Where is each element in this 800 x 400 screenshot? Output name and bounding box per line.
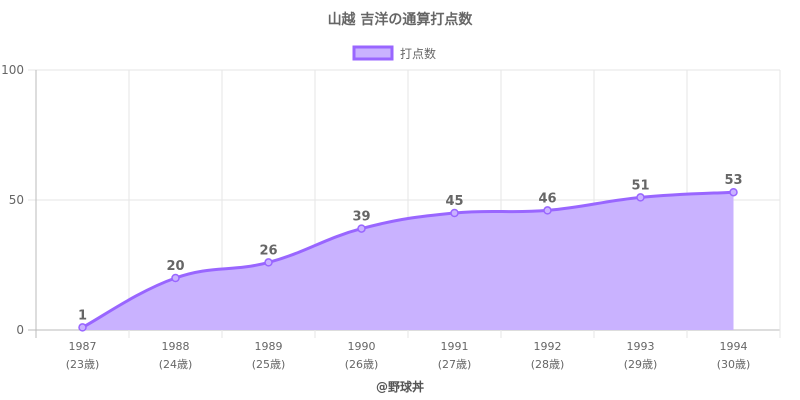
x-tick-label: 1987 xyxy=(69,340,97,353)
y-tick-label: 100 xyxy=(1,63,24,77)
x-tick-label: 1990 xyxy=(348,340,376,353)
data-label: 45 xyxy=(445,194,463,209)
data-point xyxy=(543,206,552,215)
data-point xyxy=(264,258,273,267)
legend-label: 打点数 xyxy=(400,46,436,61)
footer-credit: @野球丼 xyxy=(376,379,424,394)
x-tick-sublabel: (23歳) xyxy=(66,358,100,371)
x-tick-sublabel: (26歳) xyxy=(345,358,379,371)
x-tick-sublabel: (29歳) xyxy=(624,358,658,371)
y-tick-label: 50 xyxy=(9,193,24,207)
x-tick-sublabel: (28歳) xyxy=(531,358,565,371)
legend-swatch xyxy=(352,45,394,61)
data-point xyxy=(729,187,738,197)
x-tick-label: 1991 xyxy=(441,340,469,353)
data-label: 26 xyxy=(259,243,277,258)
y-axis-ticks: 0 50 100 xyxy=(1,63,24,337)
data-point xyxy=(357,224,366,233)
data-label: 20 xyxy=(166,259,184,274)
x-tick-label: 1988 xyxy=(162,340,190,353)
data-point xyxy=(78,323,87,332)
legend: 打点数 xyxy=(352,45,436,61)
data-labels: 1 20 26 39 45 46 51 53 xyxy=(78,173,743,323)
data-label: 51 xyxy=(631,178,649,193)
data-label: 1 xyxy=(78,308,87,323)
x-tick-sublabel: (27歳) xyxy=(438,358,472,371)
data-point xyxy=(450,208,459,218)
x-tick-sublabel: (30歳) xyxy=(717,358,751,371)
area-fill xyxy=(82,192,734,330)
data-label: 39 xyxy=(352,210,370,225)
x-tick-sublabel: (25歳) xyxy=(252,358,286,371)
x-tick-label: 1993 xyxy=(627,340,655,353)
x-tick-sublabel: (24歳) xyxy=(159,358,193,371)
data-point xyxy=(636,193,645,202)
data-label: 46 xyxy=(538,191,556,206)
y-tick-label: 0 xyxy=(16,323,24,337)
data-point xyxy=(171,273,180,283)
x-tick-label: 1994 xyxy=(720,340,748,353)
x-axis-ticks: 1987 (23歳) 1988 (24歳) 1989 (25歳) 1990 (26歳) 1991… xyxy=(66,340,751,371)
x-tick-label: 1992 xyxy=(534,340,562,353)
data-points xyxy=(78,187,738,332)
data-label: 53 xyxy=(724,173,742,188)
chart-title: 山越 吉洋の通算打点数 xyxy=(328,11,474,28)
x-tick-label: 1989 xyxy=(255,340,283,353)
